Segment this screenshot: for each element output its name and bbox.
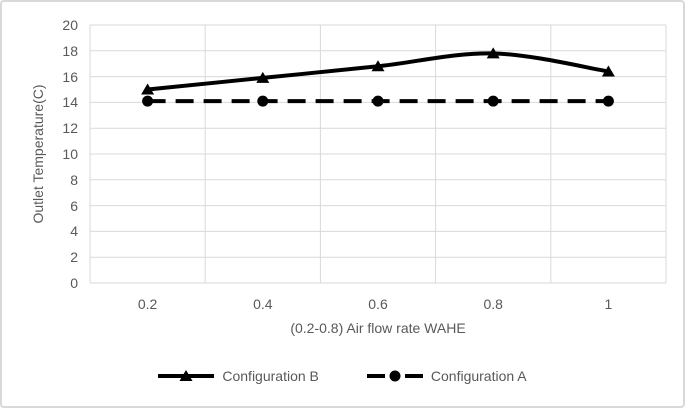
series-line-configuration-b [147, 51, 609, 92]
legend-label: Configuration A [430, 368, 527, 384]
y-tick-label: 10 [62, 146, 78, 162]
legend-solid-line-sample [158, 370, 215, 381]
y-tick-label: 18 [62, 42, 78, 59]
circle-marker [372, 95, 384, 107]
legend-dashed-line-sample [366, 370, 423, 382]
series-configuration-b [141, 47, 615, 95]
y-tick-label: 2 [70, 249, 78, 266]
y-tick-label: 8 [70, 171, 78, 188]
triangle-marker [179, 370, 193, 381]
y-tick-label: 14 [62, 94, 78, 111]
x-tick-label: 0.8 [483, 296, 503, 312]
circle-marker [487, 95, 499, 107]
triangle-marker [371, 60, 385, 72]
legend-item-configuration-a: Configuration A [366, 368, 527, 384]
x-tick-label: 0.6 [368, 296, 388, 312]
triangle-marker [601, 65, 615, 77]
y-tick-label: 6 [70, 197, 78, 214]
triangle-marker [256, 71, 270, 83]
circle-marker [389, 370, 401, 382]
circle-marker [257, 95, 269, 107]
series-configuration-a [142, 95, 614, 107]
triangle-marker [486, 47, 500, 59]
y-tick-label: 12 [62, 120, 78, 137]
legend-item-configuration-b: Configuration B [158, 368, 319, 384]
circle-marker [142, 95, 154, 107]
x-tick-label: 0.4 [253, 296, 273, 312]
gridlines [89, 24, 667, 284]
legend: Configuration B Configuration A [2, 368, 683, 384]
y-tick-label: 20 [62, 17, 78, 33]
x-tick-label: 1 [604, 296, 613, 312]
y-tick-label: 16 [62, 68, 78, 85]
triangle-marker [141, 83, 155, 95]
legend-label: Configuration B [222, 368, 319, 384]
x-axis-title: (0.2-0.8) Air flow rate WAHE [290, 320, 466, 336]
y-tick-label: 4 [70, 223, 78, 240]
x-tick-label: 0.2 [137, 296, 158, 312]
y-tick-label: 0 [70, 275, 78, 291]
circle-marker [602, 95, 614, 107]
